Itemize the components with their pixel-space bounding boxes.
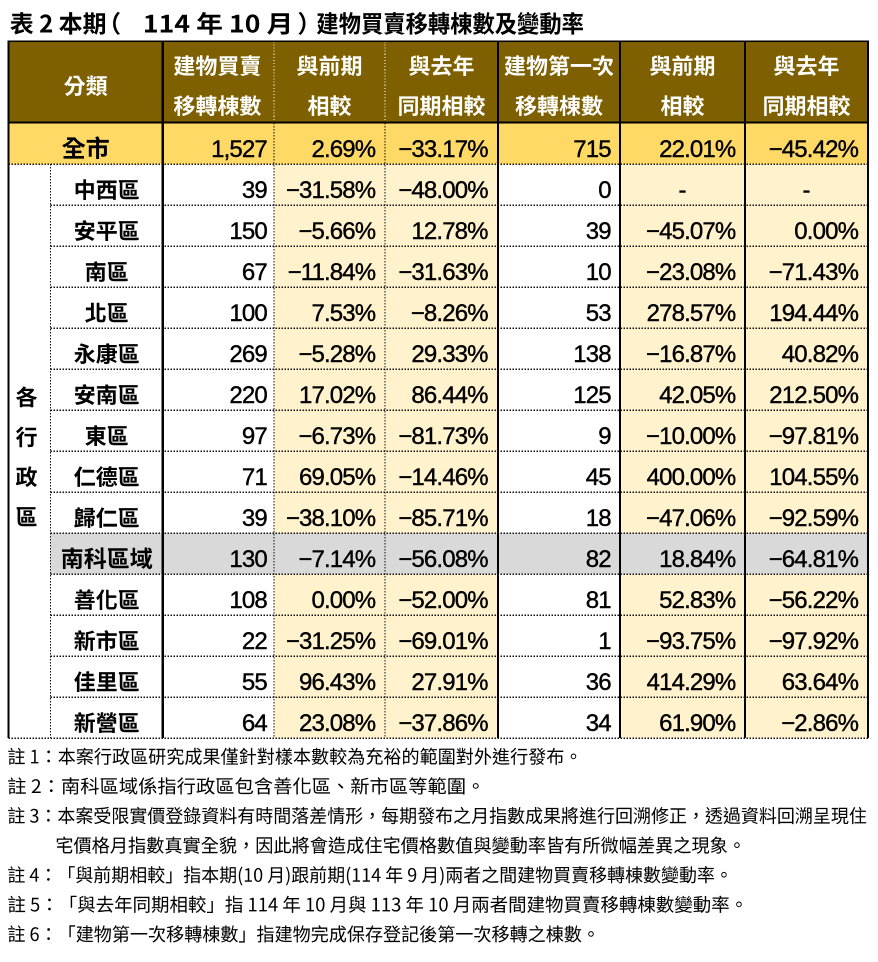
- svg-text:−37.86%: −37.86%: [398, 710, 488, 737]
- svg-text:194.44%: 194.44%: [769, 300, 858, 327]
- svg-text:212.50%: 212.50%: [769, 382, 858, 409]
- svg-text:−14.46%: −14.46%: [398, 464, 488, 491]
- svg-text:27.91%: 27.91%: [411, 669, 488, 696]
- svg-text:7.53%: 7.53%: [311, 300, 375, 327]
- svg-text:63.64%: 63.64%: [782, 669, 859, 696]
- svg-text:220: 220: [229, 382, 267, 409]
- svg-text:9: 9: [598, 423, 611, 450]
- svg-text:−97.92%: −97.92%: [769, 628, 859, 655]
- svg-text:12.78%: 12.78%: [411, 218, 488, 245]
- svg-text:278.57%: 278.57%: [647, 300, 736, 327]
- svg-text:−5.28%: −5.28%: [298, 341, 375, 368]
- svg-text:97: 97: [242, 423, 267, 450]
- svg-text:−7.14%: −7.14%: [298, 546, 375, 573]
- svg-text:400.00%: 400.00%: [647, 464, 736, 491]
- svg-text:2.69%: 2.69%: [311, 136, 375, 163]
- svg-text:96.43%: 96.43%: [299, 669, 376, 696]
- svg-text:−8.26%: −8.26%: [411, 300, 488, 327]
- svg-text:-: -: [679, 177, 687, 204]
- svg-text:1: 1: [598, 628, 611, 655]
- svg-text:34: 34: [586, 710, 611, 737]
- svg-text:-: -: [803, 177, 811, 204]
- svg-text:40.82%: 40.82%: [782, 341, 859, 368]
- svg-text:61.90%: 61.90%: [659, 710, 736, 737]
- svg-text:39: 39: [242, 177, 267, 204]
- svg-text:39: 39: [586, 218, 611, 245]
- svg-text:−6.73%: −6.73%: [298, 423, 375, 450]
- svg-text:130: 130: [229, 546, 267, 573]
- svg-text:53: 53: [586, 300, 611, 327]
- svg-text:71: 71: [242, 464, 267, 491]
- svg-text:29.33%: 29.33%: [411, 341, 488, 368]
- svg-text:715: 715: [573, 136, 611, 163]
- svg-text:−48.00%: −48.00%: [398, 177, 488, 204]
- svg-text:−71.43%: −71.43%: [769, 259, 859, 286]
- svg-text:−56.22%: −56.22%: [769, 587, 859, 614]
- svg-text:0: 0: [598, 177, 611, 204]
- svg-text:−31.58%: −31.58%: [286, 177, 376, 204]
- svg-text:67: 67: [242, 259, 267, 286]
- svg-text:138: 138: [573, 341, 611, 368]
- svg-text:108: 108: [229, 587, 267, 614]
- svg-text:−45.07%: −45.07%: [646, 218, 736, 245]
- svg-text:125: 125: [573, 382, 611, 409]
- svg-text:−31.25%: −31.25%: [286, 628, 376, 655]
- svg-text:414.29%: 414.29%: [647, 669, 736, 696]
- svg-text:36: 36: [586, 669, 611, 696]
- svg-text:1,527: 1,527: [211, 136, 267, 163]
- svg-text:−10.00%: −10.00%: [646, 423, 736, 450]
- svg-text:45: 45: [586, 464, 611, 491]
- svg-text:−52.00%: −52.00%: [398, 587, 488, 614]
- svg-text:82: 82: [586, 546, 611, 573]
- svg-text:−56.08%: −56.08%: [398, 546, 488, 573]
- svg-text:−11.84%: −11.84%: [288, 259, 376, 286]
- svg-text:18: 18: [586, 505, 611, 532]
- svg-text:55: 55: [242, 669, 267, 696]
- svg-text:22: 22: [242, 628, 267, 655]
- svg-text:−5.66%: −5.66%: [298, 218, 375, 245]
- svg-text:23.08%: 23.08%: [299, 710, 376, 737]
- svg-text:−93.75%: −93.75%: [646, 628, 736, 655]
- svg-text:17.02%: 17.02%: [299, 382, 376, 409]
- svg-text:269: 269: [229, 341, 267, 368]
- svg-text:−23.08%: −23.08%: [646, 259, 736, 286]
- svg-text:−33.17%: −33.17%: [398, 136, 488, 163]
- svg-text:52.83%: 52.83%: [659, 587, 736, 614]
- svg-text:−31.63%: −31.63%: [398, 259, 488, 286]
- svg-text:0.00%: 0.00%: [794, 218, 858, 245]
- svg-text:64: 64: [242, 710, 267, 737]
- svg-text:22.01%: 22.01%: [659, 136, 736, 163]
- svg-text:42.05%: 42.05%: [659, 382, 736, 409]
- svg-text:0.00%: 0.00%: [311, 587, 375, 614]
- svg-text:10: 10: [586, 259, 611, 286]
- svg-text:18.84%: 18.84%: [659, 546, 736, 573]
- svg-text:100: 100: [229, 300, 267, 327]
- svg-text:−16.87%: −16.87%: [646, 341, 736, 368]
- svg-text:−92.59%: −92.59%: [769, 505, 859, 532]
- svg-text:−45.42%: −45.42%: [769, 136, 859, 163]
- svg-text:−2.86%: −2.86%: [781, 710, 858, 737]
- svg-text:−38.10%: −38.10%: [286, 505, 376, 532]
- svg-text:104.55%: 104.55%: [769, 464, 858, 491]
- svg-text:−69.01%: −69.01%: [398, 628, 488, 655]
- svg-text:−81.73%: −81.73%: [398, 423, 488, 450]
- svg-text:69.05%: 69.05%: [299, 464, 376, 491]
- svg-text:86.44%: 86.44%: [411, 382, 488, 409]
- svg-text:−47.06%: −47.06%: [646, 505, 736, 532]
- svg-text:39: 39: [242, 505, 267, 532]
- svg-text:−97.81%: −97.81%: [769, 423, 859, 450]
- svg-text:−64.81%: −64.81%: [769, 546, 859, 573]
- svg-text:−85.71%: −85.71%: [398, 505, 488, 532]
- svg-text:81: 81: [586, 587, 611, 614]
- svg-text:150: 150: [229, 218, 267, 245]
